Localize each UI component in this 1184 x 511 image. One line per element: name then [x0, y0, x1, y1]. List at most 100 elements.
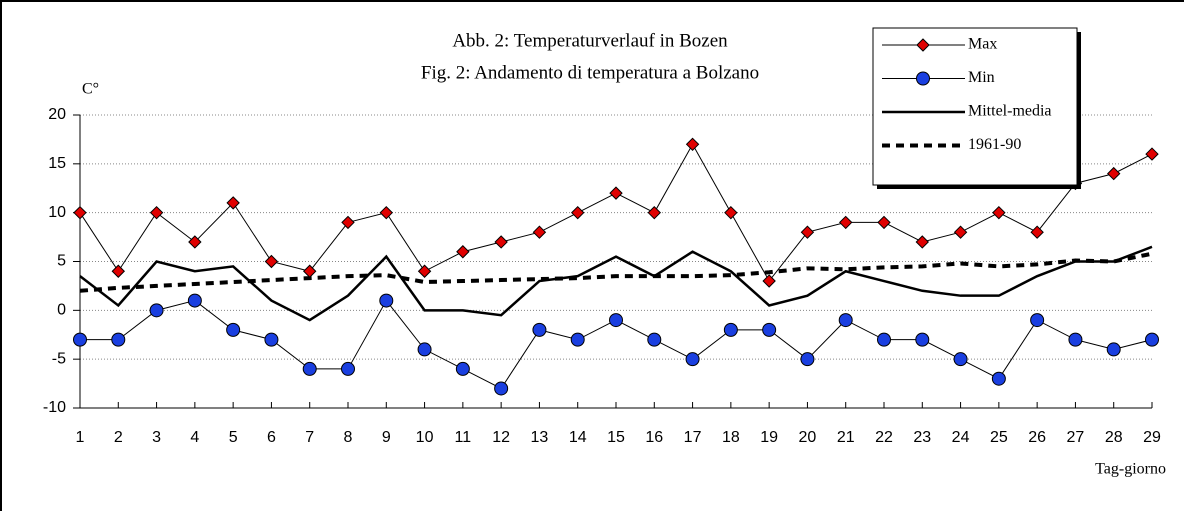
x-tick-label: 15	[607, 429, 625, 446]
marker	[1106, 342, 1121, 357]
marker	[724, 205, 738, 220]
marker	[916, 71, 930, 86]
marker	[647, 205, 661, 220]
x-tick-label: 18	[722, 429, 740, 446]
x-tick-label: 8	[344, 429, 353, 446]
x-axis-label: Tag-giorno	[1095, 461, 1166, 478]
marker	[991, 371, 1006, 386]
y-tick-label: 15	[48, 155, 66, 172]
x-tick-label: 2	[114, 429, 123, 446]
x-tick-label: 1	[76, 429, 85, 446]
chart-title: Abb. 2: Temperaturverlauf in Bozen	[452, 30, 728, 51]
marker	[915, 235, 929, 249]
marker	[1030, 225, 1044, 239]
marker	[73, 332, 87, 347]
marker	[494, 381, 509, 396]
chart-subtitle: Fig. 2: Andamento di temperatura a Bolza…	[421, 62, 759, 83]
marker	[494, 235, 508, 249]
marker	[762, 322, 777, 337]
marker	[149, 205, 164, 220]
marker	[455, 361, 470, 376]
x-tick-label: 10	[416, 429, 434, 446]
marker	[456, 245, 470, 259]
marker	[992, 205, 1006, 220]
marker	[570, 332, 585, 347]
legend-label: 1961-90	[968, 136, 1021, 153]
marker	[953, 352, 968, 367]
x-tick-label: 5	[229, 429, 238, 446]
legend: Max Min Mittel-media 1961-90	[872, 27, 1081, 189]
series-line	[79, 245, 1153, 322]
marker	[609, 313, 623, 328]
marker	[111, 264, 125, 278]
x-tick-label: 17	[684, 429, 702, 446]
marker	[1068, 332, 1083, 347]
legend-label: Mittel-media	[968, 103, 1052, 120]
y-tick-label: -10	[43, 399, 66, 416]
marker	[303, 264, 317, 278]
marker	[111, 332, 126, 347]
marker	[800, 225, 815, 239]
marker	[532, 225, 547, 239]
marker	[839, 215, 853, 230]
x-tick-label: 12	[492, 429, 510, 446]
marker	[1145, 332, 1159, 347]
marker	[609, 186, 623, 200]
x-tick-label: 11	[455, 429, 472, 446]
marker	[532, 322, 547, 337]
marker	[685, 352, 700, 367]
y-tick-label: 20	[48, 106, 66, 123]
legend-label: Max	[968, 36, 997, 53]
x-tick-label: 14	[569, 429, 587, 446]
marker	[915, 332, 930, 347]
marker	[379, 205, 393, 220]
legend-label: Min	[968, 69, 995, 86]
marker	[188, 235, 202, 249]
x-tick-label: 27	[1067, 429, 1085, 446]
marker	[264, 332, 279, 347]
marker	[73, 205, 87, 220]
marker	[762, 274, 776, 288]
legend-shadow	[877, 185, 1081, 189]
marker	[800, 352, 815, 367]
x-tick-label: 13	[531, 429, 549, 446]
x-tick-label: 25	[990, 429, 1008, 446]
marker	[916, 38, 930, 52]
marker	[302, 361, 317, 376]
marker	[877, 332, 891, 347]
y-tick-label: -5	[52, 350, 66, 367]
y-tick-label: 10	[48, 204, 66, 221]
x-tick-label: 23	[913, 429, 931, 446]
x-tick-label: 26	[1028, 429, 1046, 446]
legend-shadow	[1077, 32, 1081, 189]
marker	[187, 293, 202, 308]
x-tick-label: 9	[382, 429, 391, 446]
legend-box	[872, 27, 1078, 186]
marker	[723, 322, 738, 337]
marker	[1107, 166, 1121, 181]
marker	[341, 361, 355, 376]
marker	[417, 264, 432, 278]
marker	[877, 215, 891, 230]
x-tick-label: 21	[837, 429, 855, 446]
x-tick-label: 22	[875, 429, 893, 446]
marker	[685, 137, 700, 152]
marker	[1145, 147, 1159, 161]
x-tick-label: 24	[952, 429, 970, 446]
x-tick-label: 28	[1105, 429, 1123, 446]
marker	[571, 205, 585, 220]
marker	[953, 225, 968, 239]
series-line	[79, 251, 1153, 293]
x-tick-label: 4	[190, 429, 199, 446]
y-tick-label: 0	[57, 302, 66, 319]
marker	[647, 332, 662, 347]
x-tick-label: 19	[760, 429, 778, 446]
x-tick-label: 20	[799, 429, 817, 446]
marker	[264, 254, 279, 269]
x-tick-label: 3	[152, 429, 161, 446]
marker	[1030, 313, 1045, 328]
marker	[226, 322, 241, 337]
marker	[417, 342, 432, 357]
x-tick-label: 29	[1143, 429, 1161, 446]
